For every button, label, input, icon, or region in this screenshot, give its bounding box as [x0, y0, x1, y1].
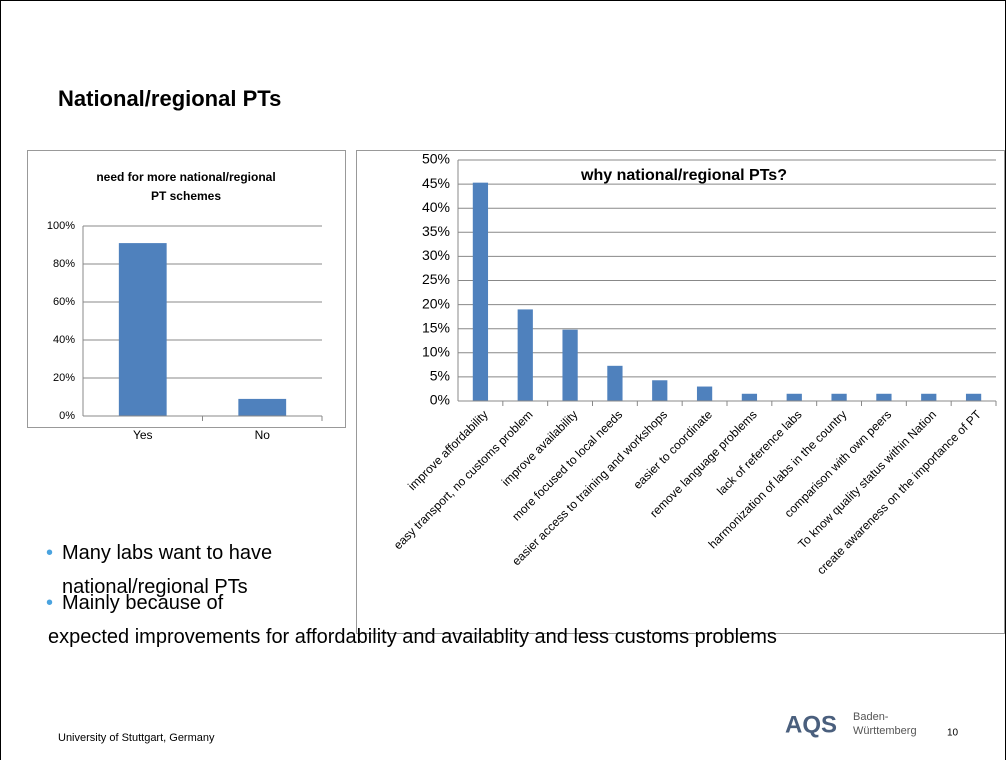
bar [786, 393, 802, 401]
y-tick-label: 40% [422, 199, 450, 215]
bar [562, 329, 578, 401]
logo-line: Baden- [853, 711, 889, 723]
chart-title: why national/regional PTs? [580, 167, 787, 184]
bullet: • Many labs want to have national/regiona… [46, 536, 338, 604]
y-tick-label: 35% [422, 223, 450, 239]
y-tick-label: 100% [47, 220, 75, 232]
bar [876, 393, 892, 401]
chart-title: need for more national/regional PT scheme… [96, 170, 275, 203]
y-tick-label: 20% [53, 372, 75, 384]
bar [965, 393, 982, 401]
y-tick-label: 15% [422, 319, 450, 335]
y-tick-label: 5% [430, 368, 450, 384]
footer: University of Stuttgart, Germany [58, 732, 215, 744]
y-tick-label: 45% [422, 175, 450, 191]
y-tick-label: 10% [422, 344, 450, 360]
y-tick-label: 30% [422, 247, 450, 263]
bar [472, 182, 489, 401]
bar [238, 398, 287, 416]
slide-title: National/regional PTs [58, 86, 281, 111]
bar [921, 393, 937, 401]
y-tick-label: 0% [59, 410, 75, 422]
y-tick-label: 80% [53, 258, 75, 270]
bullet-dot: • [46, 542, 54, 564]
bullet-text: Many labs want to have national/regional… [62, 542, 273, 598]
chart-frame [356, 150, 1005, 634]
chart-frame [27, 150, 346, 428]
bar [652, 380, 668, 401]
bar [607, 365, 623, 401]
y-tick-label: 40% [53, 334, 75, 346]
page-number: 10 [947, 728, 959, 739]
y-tick-label: 20% [422, 295, 450, 311]
y-tick-label: 50% [422, 151, 450, 167]
bullet: • Mainly because of expected improvements… [46, 586, 988, 654]
y-tick-label: 60% [53, 296, 75, 308]
y-tick-label: 25% [422, 271, 450, 287]
bullet-text: Mainly because of expected improvements … [48, 592, 777, 648]
bar [741, 393, 758, 401]
bar [517, 309, 533, 401]
logo-line: Württemberg [853, 725, 917, 737]
bar [118, 243, 167, 416]
bullet-dot: • [46, 592, 54, 614]
x-tick-label: No [255, 428, 271, 442]
y-tick-label: 0% [430, 392, 450, 408]
logo-mark: AQS [785, 711, 837, 738]
bar [696, 386, 713, 401]
x-tick-label: Yes [133, 428, 153, 442]
bar [831, 393, 847, 401]
